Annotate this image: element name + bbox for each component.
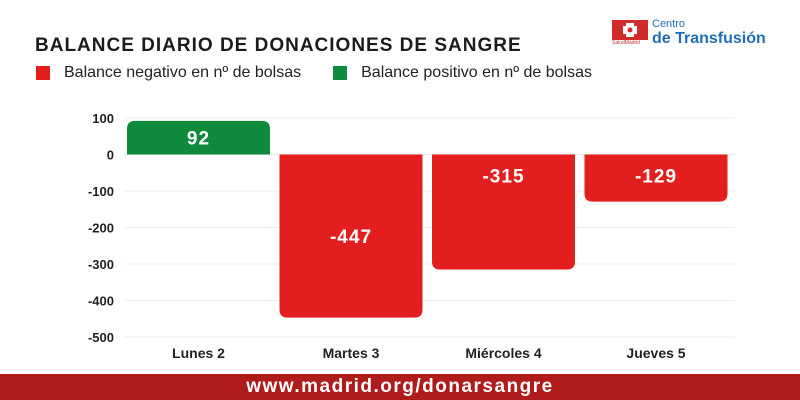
data-label: -315 — [482, 167, 524, 188]
y-tick-label: -300 — [88, 257, 114, 272]
x-category-label: Jueves 5 — [626, 345, 685, 361]
x-category-label: Miércoles 4 — [465, 345, 541, 361]
bar — [127, 120, 270, 155]
x-category-label: Lunes 2 — [172, 345, 225, 361]
legend-swatch-positive — [333, 66, 348, 80]
chart-title: BALANCE DIARIO DE DONACIONES DE SANGRE — [35, 35, 522, 56]
bar — [584, 154, 728, 202]
logo-line1: Centro — [652, 18, 686, 30]
logo: SaludMadrid Centro de Transfusión — [612, 18, 782, 50]
legend-swatch-negative — [36, 66, 50, 80]
data-label: 92 — [187, 129, 210, 150]
footer-banner: www.madrid.org/donarsangre — [0, 374, 800, 400]
legend-item-positive: Balance positivo en nº de bolsas — [333, 64, 592, 82]
y-tick-label: 0 — [107, 148, 114, 163]
y-tick-label: -100 — [88, 184, 114, 199]
logo-small-text: SaludMadrid — [612, 40, 641, 46]
bar-chart: 100 0 -100 -200 -300 -400 -500 92 Lunes 2 -447 Mar… — [88, 111, 735, 361]
data-label: -129 — [635, 167, 677, 188]
legend-label-negative: Balance negativo en nº de bolsas — [64, 64, 302, 81]
y-tick-label: -500 — [88, 330, 114, 345]
logo-line2: de Transfusión — [652, 30, 766, 47]
legend-label-positive: Balance positivo en nº de bolsas — [361, 64, 593, 81]
y-tick-label: -400 — [88, 294, 114, 309]
x-category-label: Martes 3 — [323, 345, 380, 361]
bar — [279, 154, 423, 318]
legend-item-negative: Balance negativo en nº de bolsas — [36, 64, 301, 82]
legend: Balance negativo en nº de bolsas Balance… — [36, 64, 624, 82]
blood-transfusion-cross-icon — [612, 20, 648, 40]
bar — [432, 154, 575, 270]
y-tick-label: 100 — [92, 111, 114, 126]
data-label: -447 — [330, 227, 372, 248]
y-tick-label: -200 — [88, 221, 114, 236]
footer-url-link[interactable]: www.madrid.org/donarsangre — [246, 376, 554, 397]
